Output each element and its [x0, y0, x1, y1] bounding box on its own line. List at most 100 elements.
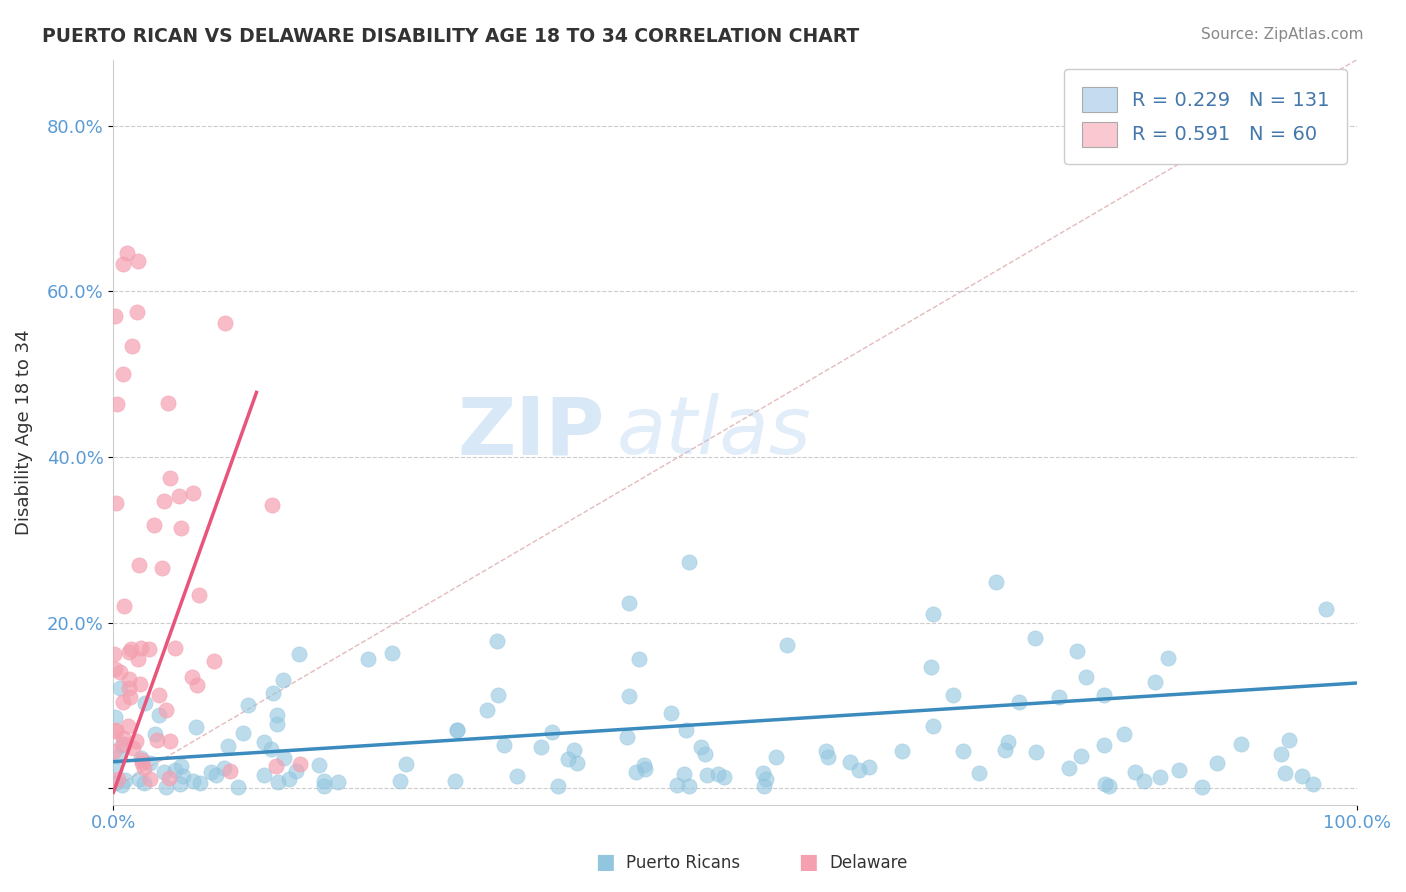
Point	[678, 555, 700, 569]
Point	[205, 767, 228, 781]
Point	[131, 640, 153, 655]
Text: Delaware: Delaware	[830, 855, 908, 872]
Point	[754, 772, 776, 787]
Point	[157, 772, 180, 786]
Point	[1114, 726, 1136, 740]
Point	[267, 775, 290, 789]
Point	[952, 743, 974, 757]
Point	[103, 744, 125, 758]
Point	[1270, 747, 1292, 762]
Point	[108, 681, 131, 695]
Point	[181, 670, 204, 684]
Point	[111, 695, 134, 709]
Point	[111, 257, 134, 271]
Point	[713, 770, 735, 784]
Point	[138, 772, 160, 786]
Text: ■: ■	[595, 853, 614, 872]
Point	[446, 723, 468, 738]
Point	[111, 739, 134, 753]
Point	[634, 762, 657, 776]
Point	[541, 724, 564, 739]
Point	[1123, 764, 1146, 779]
Point	[314, 779, 336, 793]
Point	[486, 688, 509, 702]
Point	[169, 777, 191, 791]
Point	[138, 642, 160, 657]
Text: atlas: atlas	[617, 393, 811, 471]
Point	[706, 767, 728, 781]
Point	[107, 749, 129, 764]
Point	[148, 689, 170, 703]
Point	[118, 681, 141, 695]
Point	[443, 774, 465, 789]
Point	[170, 521, 193, 535]
Point	[262, 686, 284, 700]
Point	[111, 778, 134, 792]
Point	[212, 761, 235, 775]
Point	[678, 779, 700, 793]
Point	[104, 724, 127, 739]
Point	[486, 633, 509, 648]
Point	[920, 660, 942, 674]
Point	[139, 756, 162, 770]
Point	[696, 768, 718, 782]
Point	[922, 719, 945, 733]
Point	[186, 678, 208, 692]
Point	[128, 558, 150, 572]
Point	[114, 772, 136, 787]
Point	[170, 758, 193, 772]
Point	[128, 676, 150, 690]
Point	[125, 305, 148, 319]
Point	[110, 665, 132, 680]
Point	[446, 723, 468, 738]
Point	[112, 599, 135, 614]
Text: ZIP: ZIP	[457, 393, 605, 471]
Text: ■: ■	[799, 853, 818, 872]
Text: Puerto Ricans: Puerto Ricans	[626, 855, 740, 872]
Point	[202, 654, 225, 668]
Point	[120, 641, 142, 656]
Y-axis label: Disability Age 18 to 34: Disability Age 18 to 34	[15, 329, 32, 535]
Point	[121, 741, 143, 756]
Point	[181, 486, 204, 500]
Point	[285, 764, 308, 778]
Point	[942, 688, 965, 702]
Point	[673, 767, 696, 781]
Point	[187, 588, 209, 602]
Point	[530, 740, 553, 755]
Point	[395, 756, 418, 771]
Point	[326, 774, 349, 789]
Point	[475, 703, 498, 717]
Text: Source: ZipAtlas.com: Source: ZipAtlas.com	[1201, 27, 1364, 42]
Text: PUERTO RICAN VS DELAWARE DISABILITY AGE 18 TO 34 CORRELATION CHART: PUERTO RICAN VS DELAWARE DISABILITY AGE …	[42, 27, 859, 45]
Point	[389, 773, 412, 788]
Point	[264, 759, 287, 773]
Point	[253, 768, 276, 782]
Point	[1070, 748, 1092, 763]
Point	[1191, 780, 1213, 794]
Point	[765, 750, 787, 764]
Point	[159, 471, 181, 485]
Point	[120, 690, 142, 704]
Point	[145, 732, 167, 747]
Point	[278, 772, 301, 786]
Point	[148, 708, 170, 723]
Point	[131, 756, 153, 771]
Point	[184, 720, 207, 734]
Point	[1205, 756, 1227, 770]
Point	[121, 338, 143, 352]
Point	[288, 756, 311, 771]
Point	[1094, 777, 1116, 791]
Point	[103, 648, 125, 662]
Point	[260, 742, 283, 756]
Point	[181, 773, 204, 788]
Point	[125, 734, 148, 748]
Point	[104, 662, 127, 676]
Point	[131, 753, 153, 767]
Point	[107, 772, 129, 787]
Point	[312, 773, 335, 788]
Point	[163, 640, 186, 655]
Point	[134, 776, 156, 790]
Point	[214, 317, 236, 331]
Point	[381, 647, 404, 661]
